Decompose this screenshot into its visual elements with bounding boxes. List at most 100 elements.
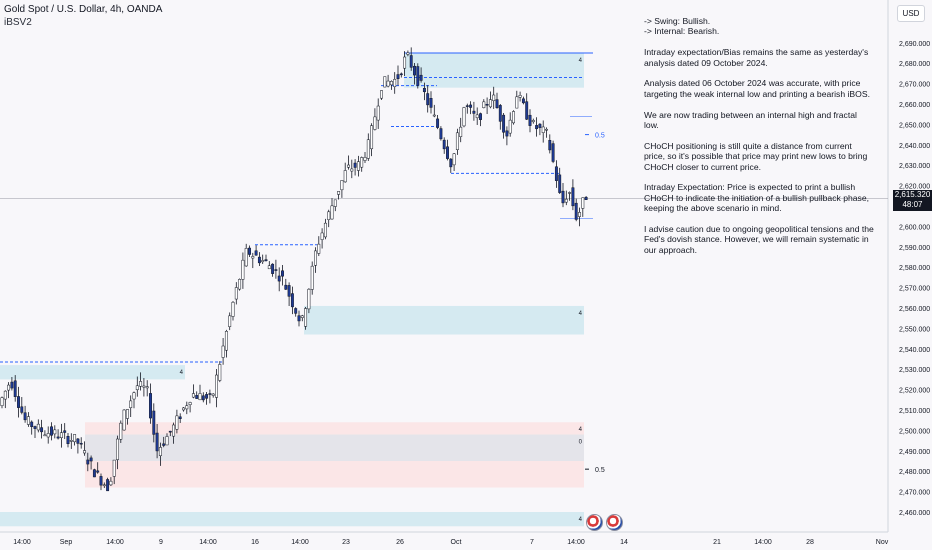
candle-body bbox=[416, 66, 420, 86]
candle-body bbox=[267, 265, 271, 270]
candle-body bbox=[106, 479, 110, 492]
y-tick-label: 2,530.000 bbox=[899, 367, 930, 374]
candle-body bbox=[261, 260, 265, 263]
note-paragraph: We are now trading between an internal h… bbox=[644, 109, 857, 131]
candle-body bbox=[135, 385, 139, 391]
bar-countdown: 48:07 bbox=[902, 200, 923, 209]
candle-body bbox=[403, 56, 407, 69]
candle-body bbox=[323, 222, 327, 238]
x-tick-label: 14:00 bbox=[106, 539, 124, 546]
candle-body bbox=[26, 416, 30, 425]
note-swing: -> Swing: Bullish. bbox=[644, 16, 711, 26]
candle-body bbox=[50, 426, 53, 436]
us-flag-event-icon[interactable] bbox=[606, 514, 623, 531]
y-tick-label: 2,520.000 bbox=[899, 388, 930, 395]
candle-body bbox=[241, 259, 245, 280]
candle-body bbox=[317, 243, 321, 254]
y-tick-label: 2,570.000 bbox=[899, 286, 930, 293]
x-tick-label: 28 bbox=[806, 539, 814, 546]
candle-body bbox=[198, 393, 202, 401]
candle-body bbox=[23, 412, 27, 421]
candle-body bbox=[439, 128, 443, 140]
candle-body bbox=[40, 427, 44, 433]
candle-body bbox=[30, 421, 34, 427]
candle-body bbox=[238, 279, 242, 290]
y-tick-label: 2,510.000 bbox=[899, 408, 930, 415]
candle-body bbox=[515, 96, 519, 109]
y-tick-label: 2,560.000 bbox=[899, 306, 930, 313]
candle-body bbox=[7, 384, 11, 391]
x-tick-label: 23 bbox=[342, 539, 350, 546]
candle-body bbox=[548, 140, 552, 151]
zone-box bbox=[0, 512, 584, 527]
zone-label: 4 bbox=[579, 58, 583, 64]
candle-body bbox=[191, 393, 195, 398]
candle-body bbox=[172, 424, 176, 437]
candle-body bbox=[492, 94, 496, 102]
candle-body bbox=[373, 116, 377, 130]
x-tick-label: 14 bbox=[620, 539, 628, 546]
candle-body bbox=[432, 114, 436, 117]
candle-body bbox=[578, 212, 581, 217]
candle-body bbox=[300, 315, 304, 318]
candle-body bbox=[396, 74, 400, 79]
last-price-value: 2,615.320 bbox=[894, 190, 931, 199]
candle-body bbox=[244, 248, 248, 267]
candle-body bbox=[340, 180, 344, 191]
candle-body bbox=[320, 232, 324, 240]
candle-body bbox=[83, 450, 86, 454]
candle-body bbox=[178, 416, 182, 419]
y-tick-label: 2,650.000 bbox=[899, 122, 930, 129]
candle-body bbox=[350, 168, 354, 172]
candle-body bbox=[10, 381, 14, 389]
candle-body bbox=[185, 405, 189, 410]
candle-body bbox=[195, 395, 199, 399]
candle-body bbox=[455, 132, 459, 150]
candle-body bbox=[409, 55, 413, 68]
candle-body bbox=[538, 123, 542, 128]
candle-body bbox=[59, 432, 63, 438]
candle-body bbox=[399, 73, 403, 76]
candle-body bbox=[419, 74, 423, 81]
candle-body bbox=[488, 99, 492, 108]
candle-body bbox=[158, 447, 162, 456]
candle-body bbox=[168, 430, 172, 433]
note-paragraph: CHoCH positioning is still quite a dista… bbox=[644, 140, 868, 172]
zone-label: 4 bbox=[579, 427, 583, 433]
candle-body bbox=[76, 438, 80, 444]
candle-body bbox=[201, 395, 205, 401]
candle-body bbox=[535, 125, 539, 130]
candle-body bbox=[69, 440, 73, 442]
candle-body bbox=[574, 202, 578, 220]
candle-body bbox=[175, 415, 179, 430]
y-tick-label: 2,680.000 bbox=[899, 61, 930, 68]
us-flag-event-icon[interactable] bbox=[586, 514, 603, 531]
candle-body bbox=[102, 484, 106, 487]
candle-body bbox=[337, 191, 341, 195]
candle-body bbox=[129, 400, 133, 409]
candle-body bbox=[327, 211, 331, 220]
x-tick-label: 14:00 bbox=[199, 539, 217, 546]
candle-body bbox=[581, 197, 585, 209]
y-tick-label: 2,690.000 bbox=[899, 41, 930, 48]
symbol-title[interactable]: Gold Spot / U.S. Dollar, 4h, OANDA bbox=[4, 4, 163, 15]
candle-body bbox=[221, 345, 225, 358]
candle-body bbox=[294, 308, 298, 314]
currency-button[interactable]: USD bbox=[897, 5, 925, 22]
candle-body bbox=[422, 88, 426, 93]
candle-body bbox=[139, 381, 143, 387]
candle-body bbox=[469, 104, 473, 108]
candle-body bbox=[211, 393, 215, 396]
fib-label: 0.5 bbox=[595, 467, 605, 474]
candle-body bbox=[426, 93, 430, 106]
candle-body bbox=[284, 284, 288, 290]
zone-box bbox=[0, 365, 185, 380]
indicator-label[interactable]: iBSV2 bbox=[4, 17, 32, 28]
candle-body bbox=[584, 196, 588, 200]
candle-body bbox=[551, 143, 555, 162]
candle-body bbox=[149, 393, 152, 419]
candle-body bbox=[271, 263, 275, 274]
candle-body bbox=[330, 205, 334, 220]
